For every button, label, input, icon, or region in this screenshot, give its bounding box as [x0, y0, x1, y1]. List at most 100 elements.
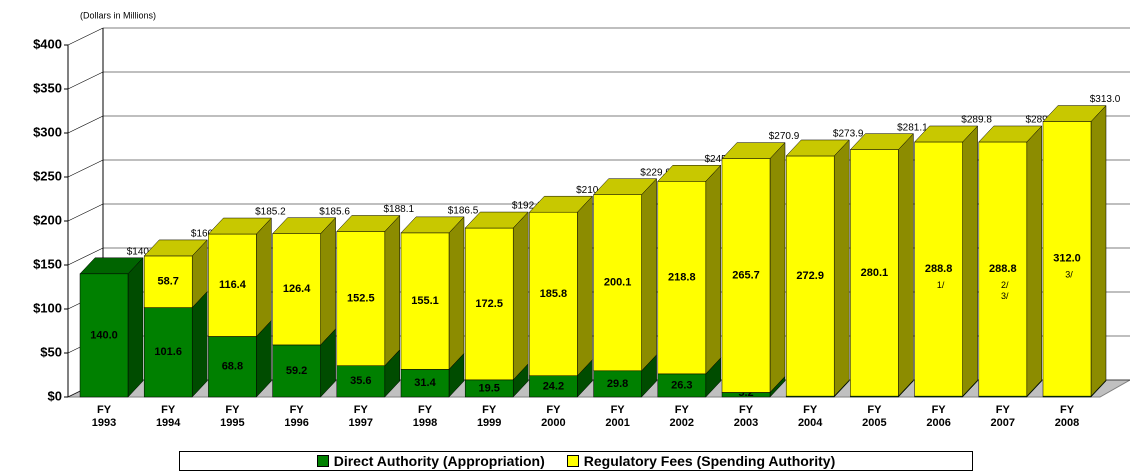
- bar-side: [641, 178, 657, 372]
- bar: [208, 233, 257, 337]
- y-tick-label: $0: [48, 388, 62, 403]
- bar-side: [898, 132, 914, 397]
- data-label: 126.4: [283, 283, 311, 295]
- legend-swatch: [316, 455, 329, 467]
- bar-top: [143, 239, 208, 257]
- bar: [336, 231, 386, 366]
- bar-side: [705, 164, 722, 375]
- bar-top: [721, 142, 786, 159]
- bar-side: [833, 139, 850, 397]
- data-label: 140.0: [90, 329, 118, 341]
- grid-line: [67, 247, 104, 266]
- total-label: $188.1: [384, 204, 415, 215]
- bar-side: [769, 141, 786, 394]
- total-label: $192.0: [512, 201, 543, 212]
- bar: [143, 307, 193, 398]
- chart-subtitle: (Dollars in Millions): [80, 10, 156, 20]
- data-label: 35.6: [350, 375, 371, 387]
- grid-line: [67, 115, 104, 134]
- data-label: 155.1: [411, 295, 439, 307]
- total-label: $289.8: [1026, 115, 1057, 126]
- bar: [593, 194, 642, 372]
- x-tick-label: FY 1997: [348, 404, 374, 429]
- bar-side: [127, 257, 144, 398]
- total-label: $186.5: [448, 206, 479, 217]
- bar: [529, 211, 578, 376]
- bar-side: [320, 217, 336, 346]
- y-tick-label: $150: [33, 256, 62, 271]
- data-label: 152.5: [347, 292, 375, 304]
- bar: [850, 149, 899, 397]
- total-label: $313.0: [1090, 94, 1121, 105]
- bar-top: [272, 217, 337, 234]
- footnote: 3/: [1001, 291, 1009, 301]
- y-tick-label: $100: [33, 300, 62, 315]
- data-label: 101.6: [154, 346, 182, 358]
- y-tick-label: $50: [40, 344, 62, 359]
- footnote: 2/: [1001, 280, 1009, 290]
- bar-top: [528, 195, 593, 213]
- x-tick-label: FY 2002: [669, 404, 695, 429]
- data-label: 19.5: [478, 382, 499, 394]
- bar-top: [207, 217, 272, 235]
- legend-label: Direct Authority (Appropriation): [333, 453, 545, 469]
- data-label: 68.8: [222, 361, 243, 373]
- bar-top: [464, 211, 529, 229]
- bar: [79, 273, 129, 398]
- data-label: 116.4: [219, 279, 247, 291]
- bar-side: [1090, 104, 1107, 397]
- bar-side: [191, 290, 208, 398]
- total-label: $281.1: [897, 122, 928, 133]
- y-tick-label: $200: [33, 212, 62, 227]
- bar-top: [657, 165, 722, 182]
- total-label: $270.9: [769, 131, 800, 142]
- data-label: 26.3: [671, 379, 692, 391]
- x-tick-label: FY 2008: [1054, 404, 1080, 429]
- bar: [208, 336, 257, 398]
- data-label: 59.2: [286, 365, 307, 377]
- y-tick-label: $350: [33, 80, 62, 95]
- legend-item: Regulatory Fees (Spending Authority): [566, 453, 836, 469]
- x-tick-label: FY 1993: [91, 404, 117, 429]
- x-tick-label: FY 2000: [541, 404, 566, 429]
- x-tick-label: FY 1998: [412, 404, 438, 429]
- bar: [336, 365, 386, 398]
- bar: [1042, 121, 1092, 397]
- x-tick-label: FY 2003: [733, 404, 759, 429]
- data-label: 31.4: [414, 377, 436, 389]
- bar-top: [79, 257, 144, 275]
- data-label: 288.8: [989, 263, 1017, 275]
- total-label: $210.0: [576, 185, 607, 196]
- data-label: 288.8: [925, 263, 953, 275]
- data-label: 312.0: [1053, 253, 1081, 265]
- legend: Direct Authority (Appropriation) Regulato…: [179, 451, 973, 471]
- bar-side: [577, 195, 593, 377]
- bar: [272, 344, 321, 398]
- total-label: $273.9: [833, 129, 864, 140]
- legend-label: Regulatory Fees (Spending Authority): [583, 453, 836, 469]
- data-label: 24.2: [543, 380, 564, 392]
- total-label: $140.0: [127, 246, 158, 257]
- bar: [593, 370, 642, 398]
- legend-swatch: [566, 455, 579, 467]
- bar: [464, 227, 514, 381]
- grid-line: [67, 71, 104, 90]
- total-label: $245.1: [705, 154, 736, 165]
- total-label: $160.3: [191, 229, 222, 240]
- grid-line: [67, 27, 104, 46]
- y-tick-label: $250: [33, 168, 62, 183]
- total-label: $185.2: [255, 207, 286, 218]
- data-label: 218.8: [668, 271, 696, 283]
- total-label: $185.6: [319, 206, 350, 217]
- bar: [914, 141, 963, 397]
- bar: [400, 232, 450, 370]
- total-label: $289.8: [961, 115, 992, 126]
- bar: [657, 181, 707, 375]
- total-label: $229.9: [640, 167, 671, 178]
- x-tick-label: FY 2004: [797, 404, 823, 429]
- bar: [400, 369, 450, 398]
- bar: [785, 155, 835, 397]
- bar-top: [593, 178, 658, 195]
- bar-side: [448, 216, 465, 371]
